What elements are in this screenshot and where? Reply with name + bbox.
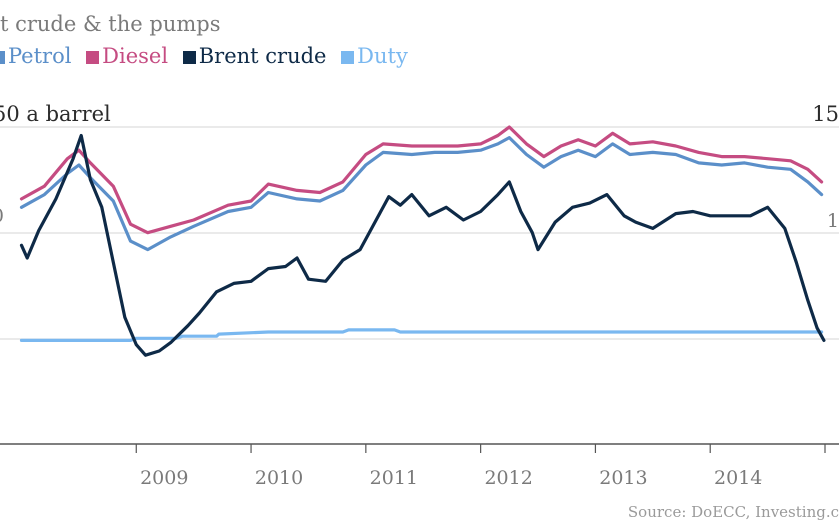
series-line-brent-crude bbox=[19, 133, 826, 357]
source-note: Source: DoECC, Investing.c bbox=[628, 503, 839, 521]
legend-label-brent: Brent crude bbox=[198, 44, 327, 68]
x-tick-label-2012: 2012 bbox=[484, 467, 532, 489]
brent-swatch-icon bbox=[182, 51, 196, 64]
diesel-swatch-icon bbox=[86, 51, 100, 64]
y-right-mid-label: 1 bbox=[827, 210, 839, 232]
series-line-duty bbox=[19, 328, 824, 342]
x-tick-label-2011: 2011 bbox=[370, 467, 418, 489]
x-tick-label-2009: 2009 bbox=[140, 467, 188, 489]
duty-swatch-icon bbox=[341, 51, 355, 64]
chart-title: ent crude & the pumps bbox=[0, 12, 221, 36]
legend-label-petrol: Petrol bbox=[8, 44, 72, 68]
x-tick-label-2010: 2010 bbox=[255, 467, 303, 489]
legend-item-petrol[interactable]: Petrol bbox=[0, 44, 71, 68]
series-line-petrol bbox=[19, 136, 824, 252]
legend-item-brent[interactable]: Brent crude bbox=[182, 44, 327, 68]
legend: Petrol Diesel Brent crude Duty bbox=[0, 44, 416, 68]
x-tick-label-2013: 2013 bbox=[599, 467, 647, 489]
series-lines bbox=[19, 125, 826, 357]
petrol-swatch-icon bbox=[0, 51, 5, 64]
y-left-mid-label: 0 bbox=[0, 205, 4, 227]
legend-item-diesel[interactable]: Diesel bbox=[86, 44, 168, 68]
x-tick-label-2014: 2014 bbox=[714, 467, 762, 489]
series-line-diesel bbox=[19, 125, 824, 235]
y-unit-label: 50 a barrel bbox=[0, 102, 111, 126]
x-axis-ticks: 20092010201120122013201420 bbox=[135, 444, 826, 489]
legend-label-duty: Duty bbox=[357, 44, 408, 68]
legend-label-diesel: Diesel bbox=[102, 44, 169, 68]
y-right-top-label: 15 bbox=[812, 102, 839, 126]
legend-item-duty[interactable]: Duty bbox=[341, 44, 408, 68]
